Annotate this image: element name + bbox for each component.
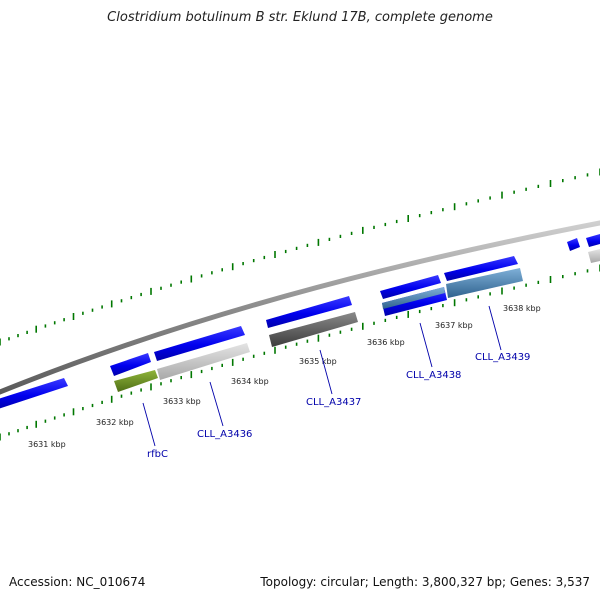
- kbp-label: 3635 kbp: [299, 357, 337, 366]
- gene-label-cll-a3439: CLL_A3439: [475, 352, 530, 363]
- gene-label-cll-a3436: CLL_A3436: [197, 429, 252, 440]
- kbp-labels: 3631 kbp 3632 kbp 3633 kbp 3634 kbp 3635…: [28, 304, 541, 449]
- gene-CLL-A3436: [157, 343, 250, 380]
- gene-rfbC: [114, 370, 158, 392]
- gene-labels: rfbC CLL_A3436 CLL_A3437 CLL_A3438 CLL_A…: [147, 352, 530, 460]
- kbp-label: 3633 kbp: [163, 397, 201, 406]
- kbp-label: 3632 kbp: [96, 418, 134, 427]
- gene-arrow: [586, 234, 600, 247]
- gene-CLL-A3439: [446, 268, 523, 298]
- leader-line: [209, 381, 224, 427]
- gene-label-rfbC: rfbC: [147, 449, 168, 460]
- kbp-label: 3636 kbp: [367, 338, 405, 347]
- kbp-label: 3631 kbp: [28, 440, 66, 449]
- gene-label-leaders: [142, 305, 502, 447]
- gene-arrow: [444, 256, 518, 281]
- gene-arrow: [380, 275, 441, 299]
- leader-line: [319, 349, 333, 395]
- gene-arrow: [588, 249, 600, 263]
- gene-CLL-A3437: [269, 312, 358, 347]
- leader-line: [142, 402, 156, 447]
- genome-summary: Topology: circular; Length: 3,800,327 bp…: [260, 575, 590, 589]
- gene-arrow: [567, 238, 580, 251]
- outer-tick-marks: [0, 168, 600, 346]
- gene-label-cll-a3438: CLL_A3438: [406, 370, 461, 381]
- reverse-strand-genes: [114, 249, 600, 392]
- inner-tick-marks: [0, 264, 600, 441]
- gene-label-cll-a3437: CLL_A3437: [306, 397, 361, 408]
- kbp-label: 3637 kbp: [435, 321, 473, 330]
- kbp-label: 3634 kbp: [231, 377, 269, 386]
- gene-arrow: [266, 296, 352, 328]
- forward-strand-genes: [0, 234, 600, 409]
- genome-backbone: [0, 220, 600, 395]
- gene-arrow: [154, 326, 245, 361]
- gene-arrow: [110, 353, 151, 376]
- map-title: Clostridium botulinum B str. Eklund 17B,…: [107, 10, 493, 25]
- leader-line: [488, 305, 502, 351]
- accession-label: Accession: NC_010674: [9, 575, 146, 589]
- leader-line: [419, 322, 433, 368]
- kbp-label: 3638 kbp: [503, 304, 541, 313]
- gene-arrow: [0, 378, 68, 409]
- gene-CLL-A3438-overlay: [382, 287, 445, 309]
